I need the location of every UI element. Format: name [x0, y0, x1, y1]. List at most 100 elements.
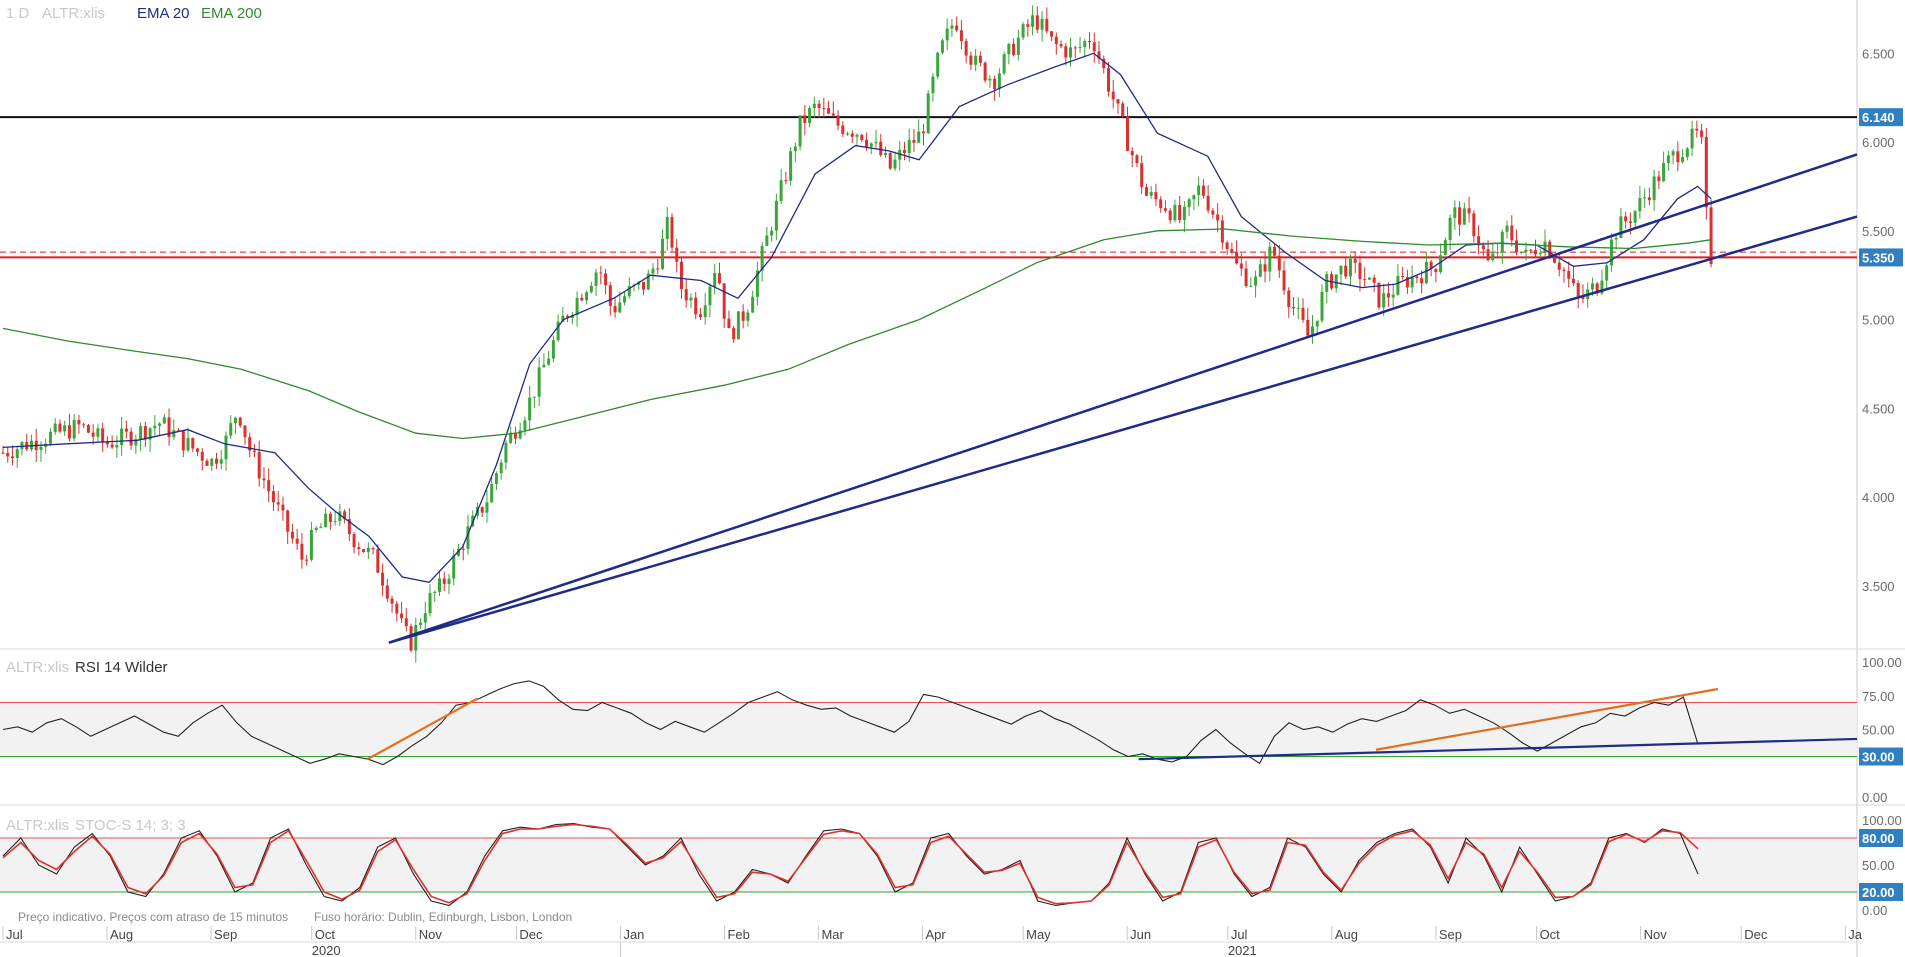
candle-body: [1035, 15, 1039, 30]
month-label: Jun: [1130, 927, 1151, 942]
candle-body: [1477, 236, 1481, 246]
candle-body: [1524, 249, 1528, 252]
candle-body: [362, 549, 366, 553]
candle-body: [1292, 307, 1296, 309]
candle-body: [433, 591, 437, 593]
candle-body: [1306, 319, 1310, 336]
candle-body: [580, 297, 584, 301]
candle-body: [1671, 151, 1675, 156]
delay-disclaimer: Preço indicativo. Preços com atraso de 1…: [18, 910, 288, 924]
candle-body: [684, 289, 688, 301]
stoch-axis-tick: 20.00: [1862, 885, 1895, 900]
candle-body: [888, 152, 892, 169]
candle-body: [200, 451, 204, 461]
candle-body: [1211, 210, 1215, 215]
candle-body: [774, 200, 778, 231]
candle-body: [96, 428, 100, 437]
candle-body: [172, 430, 176, 438]
candle-body: [751, 296, 755, 313]
ema20-legend: EMA 20: [137, 5, 190, 22]
candle-body: [385, 585, 389, 599]
candle-body: [480, 507, 484, 513]
candle-body: [1069, 47, 1073, 58]
candle-body: [1154, 192, 1158, 200]
candle-body: [1358, 262, 1362, 280]
candle-body: [518, 430, 522, 439]
candle-body: [1638, 197, 1642, 212]
candle-body: [148, 428, 152, 440]
candle-body: [328, 513, 332, 522]
candle-body: [1500, 231, 1504, 253]
candle-body: [831, 113, 835, 116]
candle-body: [713, 273, 717, 287]
candle-body: [186, 438, 190, 451]
candles-group: [1, 5, 1713, 663]
candle-body: [528, 397, 532, 421]
candle-body: [324, 513, 328, 528]
price-axis-tick: 6.000: [1862, 135, 1895, 150]
candle-body: [955, 25, 959, 31]
year-label: 2020: [312, 943, 341, 957]
candle-body: [1045, 18, 1049, 32]
candle-body: [736, 311, 740, 340]
candle-body: [366, 547, 370, 553]
candle-body: [1543, 241, 1547, 253]
candle-body: [679, 261, 683, 290]
candle-body: [670, 216, 674, 248]
candle-body: [770, 230, 774, 236]
price-axis-tick: 4.000: [1862, 490, 1895, 505]
candle-body: [442, 578, 446, 584]
candle-body: [504, 442, 508, 463]
ema20-line: [2, 52, 1712, 584]
candle-body: [1538, 252, 1542, 255]
candle-body: [1273, 246, 1277, 256]
price-axis-tick: 5.500: [1862, 224, 1895, 239]
candle-body: [570, 315, 574, 319]
candle-body: [1140, 163, 1144, 188]
candle-body: [836, 115, 840, 126]
candle-body: [513, 432, 517, 439]
rsi-axis-tick: 50.00: [1862, 723, 1895, 738]
candle-body: [604, 273, 608, 286]
candle-body: [931, 76, 935, 94]
candle-body: [1529, 249, 1533, 251]
timeframe-label: 1 D: [6, 5, 30, 22]
candle-body: [53, 423, 57, 432]
candle-body: [969, 55, 973, 65]
candle-body: [224, 435, 228, 460]
candle-body: [860, 134, 864, 140]
candle-body: [10, 456, 14, 459]
candle-body: [409, 626, 413, 651]
candle-body: [803, 115, 807, 123]
candle-body: [1106, 68, 1110, 92]
month-label: Dec: [519, 927, 543, 942]
candle-body: [1159, 199, 1163, 209]
candle-body: [1031, 15, 1035, 27]
candle-body: [732, 328, 736, 340]
candle-body: [196, 448, 200, 452]
price-badge: [1859, 108, 1903, 127]
candle-body: [271, 491, 275, 503]
candle-body: [1050, 31, 1054, 37]
candle-body: [134, 439, 138, 446]
candle-body: [1590, 283, 1594, 290]
candle-body: [1704, 136, 1708, 208]
year-label: 2021: [1228, 943, 1257, 957]
candle-body: [1709, 207, 1713, 265]
candle-body: [143, 426, 147, 440]
candle-body: [1410, 276, 1414, 288]
candle-body: [267, 480, 271, 492]
stoch-axis-tick: 100.00: [1862, 813, 1902, 828]
candle-body: [181, 430, 185, 451]
candle-body: [1367, 277, 1371, 280]
candle-body: [1339, 265, 1343, 275]
candle-body: [404, 618, 408, 627]
month-label: Dec: [1744, 927, 1768, 942]
candle-body: [1700, 130, 1704, 137]
candle-body: [978, 55, 982, 63]
candle-body: [1434, 268, 1438, 273]
candle-body: [1519, 251, 1523, 253]
candle-body: [1206, 195, 1210, 211]
month-label: Sep: [214, 927, 237, 942]
candle-body: [1097, 51, 1101, 59]
